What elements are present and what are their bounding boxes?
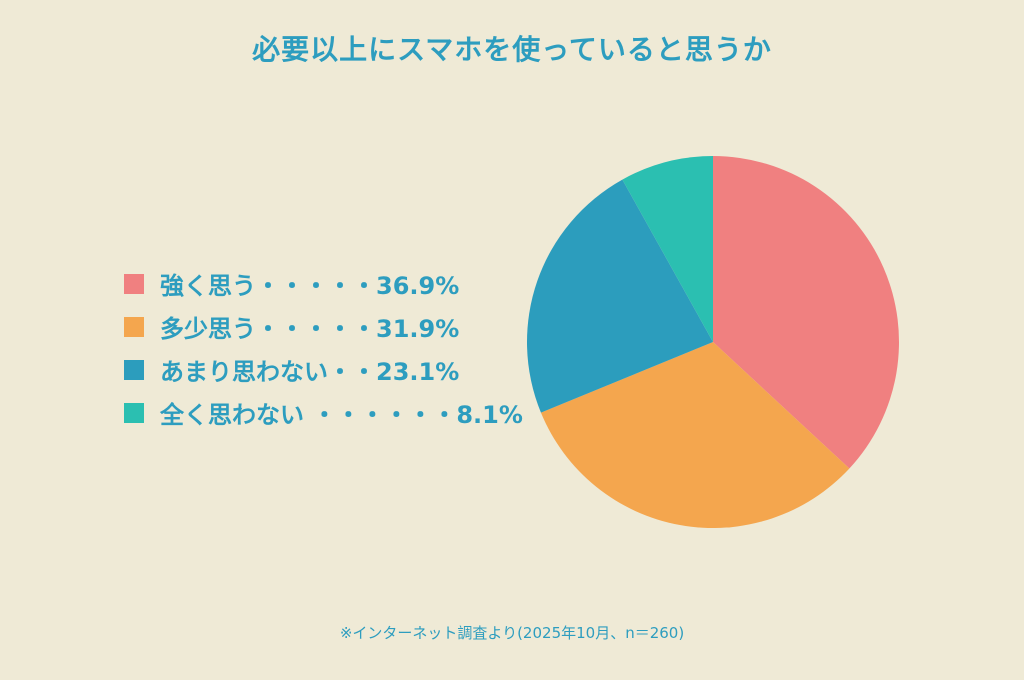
legend-swatch (124, 316, 144, 337)
legend-swatch (124, 359, 144, 380)
legend-item-strongly-agree: 強く思う・・・・・36.9% (124, 262, 523, 305)
legend-swatch (124, 273, 144, 294)
legend-label: 全く思わない ・・・・・・8.1% (160, 401, 523, 429)
legend-label: あまり思わない・・23.1% (160, 358, 460, 386)
legend-label: 強く思う・・・・・36.9% (160, 272, 460, 300)
survey-note: ※インターネット調査より(2025年10月、n＝260) (339, 624, 685, 642)
legend-swatch (124, 402, 144, 423)
pie-slice-not-really (527, 179, 713, 413)
legend-label: 多少思う・・・・・31.9% (160, 315, 460, 343)
legend-item-not-at-all: 全く思わない ・・・・・・8.1% (124, 391, 523, 434)
chart-title: 必要以上にスマホを使っていると思うか (252, 33, 772, 66)
legend: 強く思う・・・・・36.9% 多少思う・・・・・31.9% あまり思わない・・2… (124, 262, 523, 434)
pie-slice-somewhat-agree (540, 342, 850, 528)
pie-slice-not-at-all (622, 156, 713, 342)
legend-item-somewhat-agree: 多少思う・・・・・31.9% (124, 305, 523, 348)
pie-slice-strongly-agree (713, 156, 899, 469)
legend-item-not-really: あまり思わない・・23.1% (124, 348, 523, 391)
